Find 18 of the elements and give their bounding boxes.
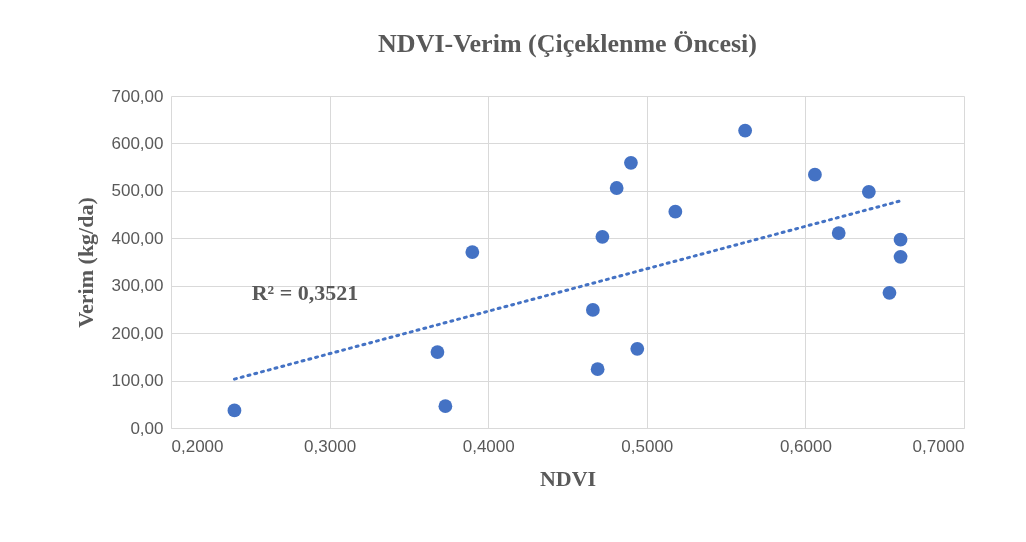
x-tick-label: 0,7000: [912, 436, 965, 456]
x-axis-title: NDVI: [539, 465, 597, 491]
x-tick-label: 0,4000: [462, 436, 515, 456]
x-tick-label: 0,5000: [621, 436, 674, 456]
y-tick-label: 0,00: [130, 418, 164, 438]
y-axis-title: Verim (kg/da): [72, 197, 98, 328]
y-tick-label: 200,00: [111, 323, 164, 343]
y-tick-label: 300,00: [111, 276, 164, 296]
x-tick-label: 0,2000: [171, 436, 224, 456]
y-tick-label: 400,00: [111, 228, 164, 248]
y-tick-label: 700,00: [111, 86, 164, 106]
y-tick-label: 600,00: [111, 133, 164, 153]
chart-title: NDVI-Verim (Çiçeklenme Öncesi): [378, 29, 757, 58]
x-tick-label: 0,6000: [779, 436, 832, 456]
y-tick-label: 100,00: [111, 371, 164, 391]
y-tick-label: 500,00: [111, 181, 164, 201]
annotation: R² = 0,3521: [251, 280, 359, 305]
x-tick-label: 0,3000: [304, 436, 357, 456]
